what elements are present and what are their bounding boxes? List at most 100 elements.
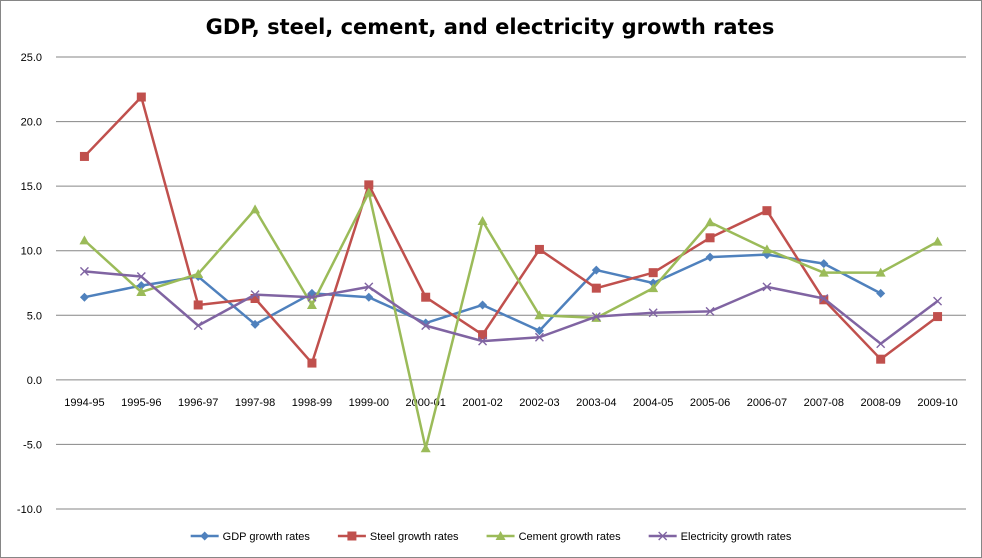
legend-item: Electricity growth rates (648, 531, 792, 543)
data-point (534, 326, 544, 336)
legend-label: Steel growth rates (370, 531, 459, 543)
y-tick-label: 20.0 (21, 117, 42, 129)
series-line (84, 270, 939, 345)
data-point (534, 244, 544, 254)
x-axis-tick-labels: 1994-95 1995-96 1996-97 1997-98 1998-99 1999-… (64, 397, 958, 409)
legend-label: GDP growth rates (223, 531, 311, 543)
gridlines (56, 56, 966, 510)
series-4 (79, 266, 943, 349)
data-point (591, 265, 601, 275)
data-point (875, 267, 886, 277)
legend-item: Cement growth rates (486, 531, 622, 543)
series-layer (79, 92, 943, 453)
x-tick-label: 2001-02 (462, 397, 502, 409)
data-point (79, 292, 89, 302)
data-point (933, 296, 943, 306)
data-point (421, 292, 431, 302)
data-point (819, 259, 829, 269)
data-point (648, 308, 658, 318)
data-point (705, 306, 715, 316)
data-point (307, 358, 317, 368)
data-point (477, 216, 488, 226)
data-point (534, 332, 544, 342)
data-point (705, 252, 715, 262)
legend: GDP growth rates Steel growth rates Cement… (190, 531, 792, 543)
data-point (193, 268, 204, 278)
x-tick-label: 2009-10 (917, 397, 957, 409)
x-tick-label: 1999-00 (349, 397, 389, 409)
data-point (818, 267, 829, 277)
x-tick-label: 2003-04 (576, 397, 616, 409)
data-point (364, 292, 374, 302)
data-point (591, 283, 601, 293)
x-tick-label: 1996-97 (178, 397, 218, 409)
data-point (79, 266, 89, 276)
data-point (136, 92, 146, 102)
data-point (420, 443, 431, 453)
data-point (648, 283, 659, 293)
data-point (876, 288, 886, 298)
x-tick-label: 1997-98 (235, 397, 275, 409)
data-point (250, 293, 260, 303)
data-point (591, 312, 601, 322)
x-tick-label: 2008-09 (861, 397, 901, 409)
x-tick-label: 1995-96 (121, 397, 161, 409)
y-tick-label: -5.0 (23, 439, 42, 451)
data-point (876, 339, 886, 349)
data-point (136, 272, 146, 282)
legend-label: Electricity growth rates (681, 531, 792, 543)
data-point (363, 187, 374, 197)
data-point (250, 290, 260, 300)
data-point (876, 354, 886, 364)
series-line (83, 191, 939, 450)
y-tick-label: 25.0 (21, 52, 42, 64)
data-point (648, 268, 658, 278)
data-point (193, 321, 203, 331)
x-tick-label: 2007-08 (804, 397, 844, 409)
x-tick-label: 2005-06 (690, 397, 730, 409)
y-axis-tick-labels: -10.0 -5.0 0.0 5.0 10.0 15.0 20.0 25.0 (17, 52, 42, 516)
chart-title: GDP, steel, cement, and electricity grow… (206, 15, 775, 39)
x-tick-label: 2004-05 (633, 397, 673, 409)
data-point (762, 282, 772, 292)
data-point (933, 312, 943, 322)
data-point (79, 235, 90, 245)
data-point (421, 321, 431, 331)
x-tick-label: 2002-03 (519, 397, 559, 409)
data-point (136, 287, 147, 297)
legend-label: Cement growth rates (519, 531, 622, 543)
data-point (932, 236, 943, 246)
data-point (478, 330, 488, 340)
legend-item: Steel growth rates (337, 531, 459, 543)
y-tick-label: 15.0 (21, 181, 42, 193)
legend-marker (495, 531, 506, 540)
data-point (478, 336, 488, 346)
data-point (136, 281, 146, 291)
data-point (364, 180, 374, 190)
data-point (193, 300, 203, 310)
data-point (306, 299, 317, 309)
series-line (83, 95, 939, 365)
data-point (307, 292, 317, 302)
data-point (762, 206, 772, 216)
series-3 (79, 187, 943, 453)
data-point (250, 204, 261, 214)
data-point (534, 310, 545, 320)
y-tick-label: -10.0 (17, 504, 42, 516)
series-2 (79, 92, 943, 368)
data-point (761, 244, 772, 254)
data-point (364, 282, 374, 292)
y-tick-label: 5.0 (27, 310, 42, 322)
y-tick-label: 0.0 (27, 375, 42, 387)
data-point (250, 319, 260, 329)
legend-marker (200, 531, 210, 541)
data-point (705, 233, 715, 243)
legend-marker (347, 531, 357, 541)
data-point (478, 300, 488, 310)
y-tick-label: 10.0 (21, 246, 42, 258)
legend-marker (658, 531, 668, 541)
data-point (79, 151, 89, 161)
data-point (819, 294, 829, 303)
